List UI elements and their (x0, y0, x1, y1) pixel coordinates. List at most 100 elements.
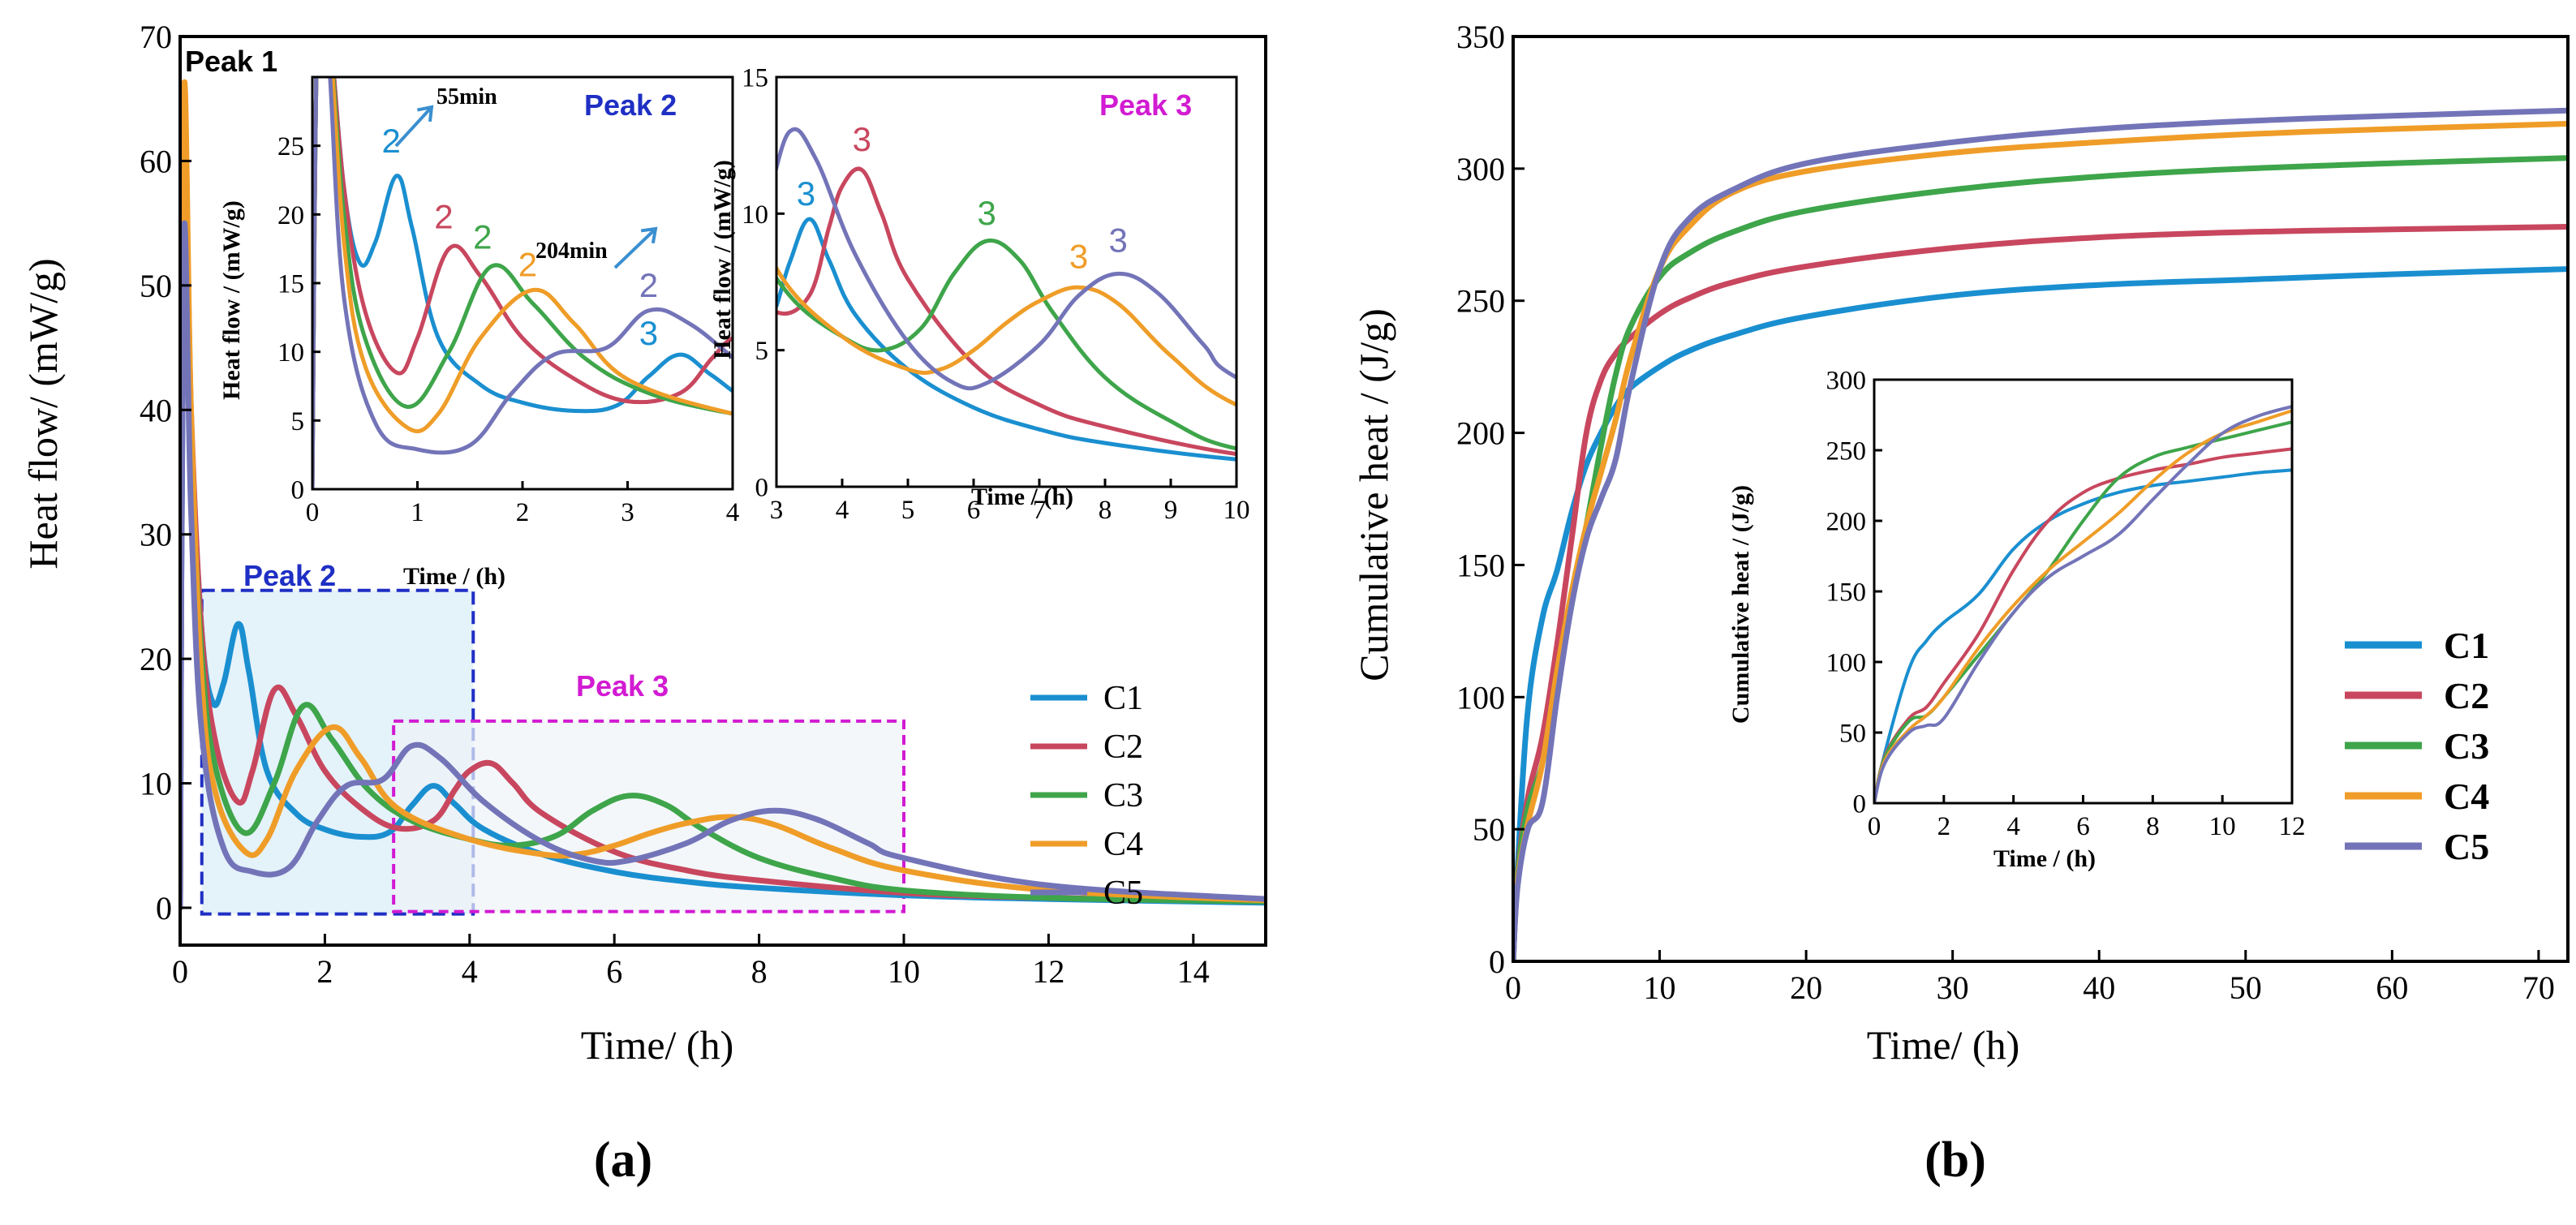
b-xtick-label: 10 (1644, 969, 1676, 1006)
inset-peak3-series-c4 (776, 264, 1236, 407)
peak3-region-label: Peak 3 (576, 669, 669, 703)
b-ytick-label: 100 (1456, 679, 1505, 716)
b-legend-label-c3: C3 (2444, 725, 2489, 767)
inset-cumulative-series (1874, 405, 2292, 803)
inset-cumulative-series-c4 (1874, 409, 2292, 803)
inset-peak3-num-c2: 3 (853, 120, 871, 158)
b-ytick-label: 350 (1456, 19, 1505, 55)
inset-peak2-xtick-label: 1 (411, 498, 424, 527)
inset-peak2-num3: 3 (639, 314, 658, 352)
a-ytick-label: 10 (140, 766, 172, 802)
a-legend-label-c1: C1 (1103, 680, 1143, 717)
arrow-204min (613, 227, 657, 269)
inset-cumulative-series-c5 (1874, 405, 2292, 803)
inset-peak2-num-c4: 2 (518, 246, 537, 284)
inset-peak3-x-label: Time / (h) (971, 484, 1073, 510)
inset-peak2-ytick-label: 25 (277, 132, 304, 161)
inset-peak3-xtick-label: 9 (1164, 496, 1178, 525)
inset-peak2-xtick-label: 0 (306, 498, 320, 527)
b-legend-label-c5: C5 (2444, 826, 2489, 867)
a-xtick-label: 2 (316, 953, 333, 990)
a-ytick-label: 70 (140, 19, 172, 55)
a-xtick-label: 12 (1032, 953, 1064, 990)
inset-peak3-series-c5 (776, 127, 1236, 391)
a-ytick-label: 20 (140, 641, 172, 677)
a-ytick-label: 60 (140, 143, 172, 179)
a-ytick-label: 30 (140, 517, 172, 553)
inset-peak2-num-c2: 2 (434, 197, 453, 235)
inset-peak3-series-c2 (776, 166, 1236, 457)
inset-cumulative: 0 2 4 6 8 10 12 0 50 100 150 200 250 300 Cumulative h… (1727, 367, 2306, 872)
b-xtick-label: 60 (2376, 969, 2408, 1006)
a-legend: C1 C2 C3 C4 C5 (1030, 680, 1143, 912)
inset-cumulative-ytick-label: 50 (1839, 720, 1866, 749)
inset-peak3-series-c1 (776, 217, 1236, 462)
a-xtick-label: 14 (1177, 953, 1210, 990)
inset-cumulative-ytick-label: 250 (1826, 437, 1867, 466)
a-xtick-label: 4 (462, 953, 478, 990)
b-xtick-label: 0 (1505, 969, 1521, 1006)
inset-peak3-xtick-label: 6 (967, 496, 981, 525)
inset-peak3-xtick-label: 7 (1033, 496, 1047, 525)
b-ytick-label: 0 (1489, 943, 1505, 980)
inset-peak3-frame (775, 75, 1238, 488)
inset-cumulative-xtick-label: 6 (2076, 812, 2090, 841)
b-legend-label-c1: C1 (2444, 625, 2489, 666)
inset-cumulative-series-c2 (1874, 447, 2292, 803)
b-legend-label-c2: C2 (2444, 675, 2489, 716)
a-legend-label-c2: C2 (1103, 729, 1143, 766)
inset-peak2-num-c1: 2 (381, 122, 400, 160)
inset-peak3-num-c3: 3 (978, 194, 996, 232)
inset-peak2-title: Peak 2 (584, 88, 677, 122)
b-ytick-label: 50 (1473, 811, 1505, 848)
inset-peak3-num-c1: 3 (797, 174, 815, 213)
inset-peak3-xtick-label: 10 (1223, 496, 1250, 525)
b-series-c5 (1513, 107, 2568, 961)
b-frame (1512, 35, 2570, 963)
inset-cumulative-ytick-label: 0 (1853, 790, 1867, 819)
inset-peak2-ytick-label: 0 (291, 476, 305, 505)
inset-peak2-axes: 0 1 2 3 4 0 5 10 15 20 25 (277, 75, 739, 527)
inset-peak3-xtick-label: 8 (1099, 496, 1112, 525)
arrow-55min-head (416, 105, 434, 122)
inset-cumulative-xtick-label: 12 (2279, 812, 2306, 841)
a-series (180, 79, 1266, 911)
inset-cumulative-ytick-label: 300 (1826, 367, 1867, 396)
a-x-axis-label: Time/ (h) (581, 1022, 733, 1068)
b-legend: C1 C2 C3 C4 C5 (2345, 625, 2489, 867)
inset-peak3-xtick-label: 3 (770, 496, 784, 525)
peak2-region-label: Peak 2 (243, 559, 336, 592)
inset-peak2-xtick-label: 2 (516, 498, 530, 527)
inset-peak2-num-c5: 2 (639, 266, 658, 304)
inset-cumulative-xtick-label: 0 (1868, 812, 1881, 841)
b-y-axis-label: Cumulative heat / (J/g) (1351, 308, 1396, 681)
inset-peak3-ytick-label: 5 (755, 337, 769, 366)
b-x-axis-label: Time/ (h) (1867, 1022, 2019, 1068)
b-ytick-label: 200 (1456, 415, 1505, 452)
inset-peak2: 0 1 2 3 4 0 5 10 15 20 25 Heat flow / (mW/g) Time … (218, 75, 739, 590)
b-series-c1 (1513, 266, 2568, 961)
a-ytick-label: 0 (156, 890, 172, 926)
a-legend-label-c4: C4 (1103, 826, 1143, 863)
b-xtick-label: 20 (1790, 969, 1822, 1006)
annot-204min: 204min (535, 239, 608, 264)
b-xtick-label: 40 (2083, 969, 2115, 1006)
inset-peak2-ytick-label: 20 (277, 201, 304, 230)
peak1-label: Peak 1 (185, 45, 277, 78)
a-xtick-label: 6 (606, 953, 622, 990)
a-ytick-label: 50 (140, 268, 172, 304)
inset-cumulative-ytick-label: 200 (1826, 508, 1867, 537)
inset-peak3-ytick-label: 15 (742, 64, 768, 93)
a-legend-label-c5: C5 (1103, 875, 1143, 912)
a-legend-label-c3: C3 (1103, 777, 1143, 815)
a-ytick-label: 40 (140, 392, 172, 428)
inset-cumulative-ytick-label: 150 (1826, 578, 1867, 608)
annot-55min: 55min (437, 84, 497, 110)
inset-peak2-xtick-label: 3 (621, 498, 634, 527)
